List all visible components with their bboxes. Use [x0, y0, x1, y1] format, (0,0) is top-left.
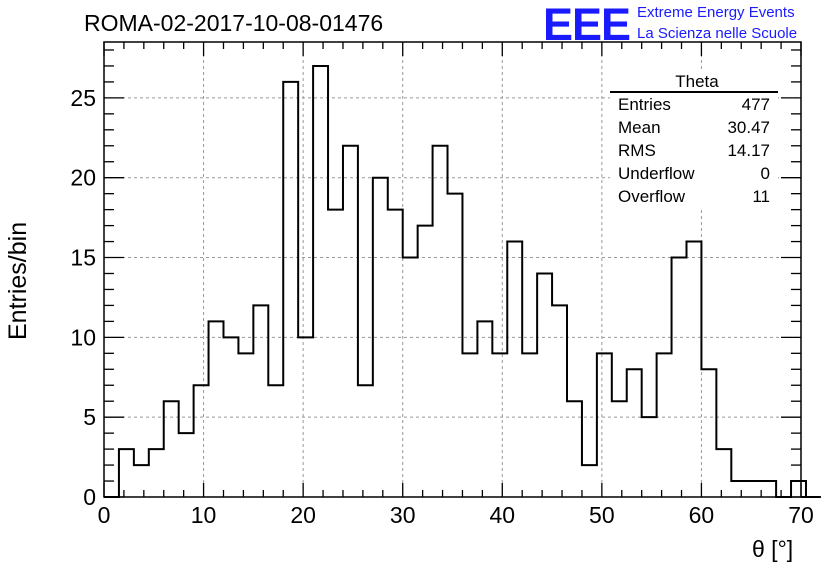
y-tick-label: 0 — [83, 484, 96, 510]
stats-row-mean: Mean 30.47 — [610, 116, 778, 139]
logo-subtitle-line1: Extreme Energy Events — [637, 4, 795, 21]
grid-lines — [104, 42, 801, 497]
x-tick-label: 60 — [689, 502, 715, 528]
x-tick-label: 20 — [290, 502, 316, 528]
x-tick-label: 70 — [788, 502, 814, 528]
y-tick-label: 10 — [70, 324, 96, 350]
stats-value: 11 — [752, 187, 770, 206]
y-axis-label: Entries/bin — [4, 221, 32, 340]
run-title: ROMA-02-2017-10-08-01476 — [84, 10, 384, 36]
logo-subtitle-line2: La Scienza nelle Scuole — [637, 25, 798, 42]
stats-row-entries: Entries 477 — [610, 93, 778, 116]
x-tick-label: 40 — [489, 502, 515, 528]
stats-label: Underflow — [618, 164, 695, 183]
x-tick-label: 10 — [191, 502, 217, 528]
stats-label: RMS — [618, 141, 656, 160]
stats-label: Mean — [618, 118, 661, 137]
x-tick-label: 0 — [98, 502, 111, 528]
stats-label: Entries — [618, 95, 671, 114]
stats-value: 30.47 — [727, 118, 770, 137]
plot-frame — [103, 41, 802, 498]
stats-value: 14.17 — [727, 141, 770, 160]
stats-title: Theta — [610, 72, 778, 93]
stats-row-rms: RMS 14.17 — [610, 139, 778, 162]
y-tick-label: 15 — [70, 245, 96, 271]
stats-row-underflow: Underflow 0 — [610, 162, 778, 185]
stats-box: Theta Entries 477 Mean 30.47 RMS 14.17 U… — [610, 72, 778, 208]
y-tick-label: 5 — [83, 404, 96, 430]
x-tick-label: 50 — [589, 502, 615, 528]
x-tick-label: 30 — [390, 502, 416, 528]
stats-value: 0 — [760, 164, 770, 183]
histogram-line — [104, 64, 821, 498]
y-tick-label: 25 — [70, 85, 96, 111]
tick-labels: 0 10 20 30 40 50 60 70 0 5 10 15 20 25 — [70, 85, 813, 528]
y-tick-label: 20 — [70, 165, 96, 191]
x-axis-label: θ [°] — [752, 536, 794, 562]
stats-value: 477 — [741, 95, 770, 114]
eee-logo: EEE — [543, 0, 631, 50]
stats-row-overflow: Overflow 11 — [610, 185, 778, 208]
stats-label: Overflow — [618, 187, 686, 206]
axis-ticks — [103, 42, 802, 498]
